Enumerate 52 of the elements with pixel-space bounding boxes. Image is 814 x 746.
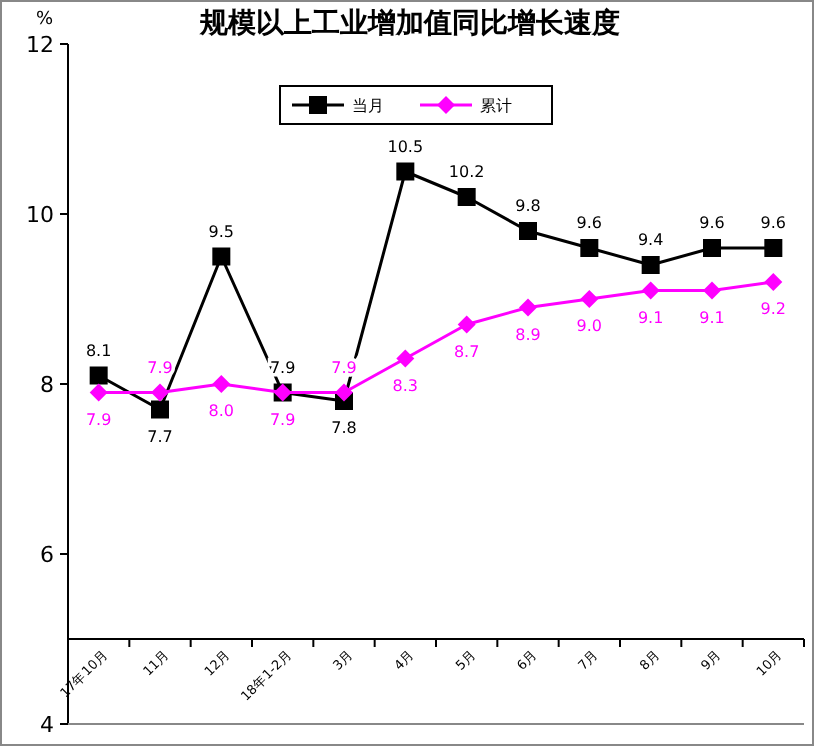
point (457, 315, 476, 334)
point (764, 273, 783, 291)
data-label: 8.7 (453, 342, 480, 361)
legend-label: 累计 (480, 97, 512, 115)
point (703, 281, 721, 300)
point (641, 281, 660, 300)
data-label: 8.9 (515, 325, 541, 344)
point (212, 247, 231, 266)
chart-title: 规模以上工业增加值同比增长速度 (198, 6, 620, 40)
data-label: 9.4 (637, 231, 664, 249)
data-label: 7.9 (85, 410, 112, 429)
point (580, 239, 599, 257)
y-tick-label: 12 (26, 32, 54, 58)
data-label: 8.0 (208, 402, 235, 420)
point (89, 383, 108, 402)
y-tick-label: 4 (40, 712, 54, 738)
data-label: 8.3 (392, 376, 419, 395)
y-tick-label: 6 (40, 542, 54, 568)
data-label: 9.0 (576, 317, 603, 335)
point (335, 383, 353, 402)
point (764, 239, 783, 257)
point (396, 349, 415, 368)
point (703, 239, 721, 257)
data-label: 9.6 (760, 214, 787, 232)
point (89, 366, 108, 385)
data-label: 9.8 (515, 197, 541, 215)
data-label: 8.1 (85, 341, 112, 360)
legend-label: 当月 (352, 97, 384, 115)
point (396, 162, 415, 181)
y-axis-title: % (36, 10, 54, 30)
point (151, 383, 169, 402)
data-label: 7.7 (147, 427, 173, 446)
data-label: 9.1 (637, 308, 664, 327)
data-label: 9.5 (208, 222, 235, 241)
point (151, 400, 169, 419)
data-label: 7.8 (331, 419, 357, 437)
data-label: 9.6 (699, 214, 725, 232)
y-tick-label: 8 (40, 372, 54, 398)
point (580, 290, 599, 308)
point (457, 188, 476, 206)
data-label: 7.9 (269, 410, 296, 429)
point (519, 298, 537, 317)
point (519, 222, 537, 240)
data-label: 10.2 (448, 163, 485, 181)
data-label: 7.9 (147, 358, 173, 377)
point (641, 256, 660, 274)
y-tick-label: 10 (26, 202, 54, 228)
data-label: 10.5 (387, 137, 424, 156)
point (212, 375, 231, 393)
data-label: 9.6 (576, 214, 603, 232)
data-label: 9.1 (699, 308, 725, 327)
data-label: 9.2 (760, 300, 787, 318)
